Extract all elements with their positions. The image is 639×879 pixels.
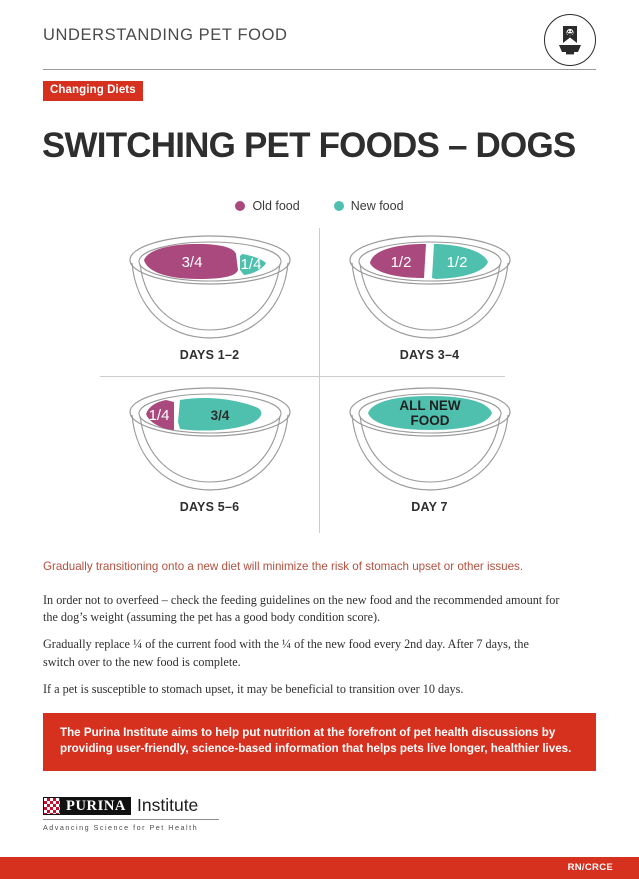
purina-checkerboard-icon: PURINA xyxy=(43,797,131,815)
body-paragraph-2: Gradually replace ¼ of the current food … xyxy=(43,637,529,669)
grid-divider-horizontal xyxy=(100,376,505,377)
bowl-new-food-label-days-5-6: 3/4 xyxy=(210,408,229,423)
status-badge: Changing Diets xyxy=(43,81,143,101)
bowl-caption-days-1-2: DAYS 1–2 xyxy=(179,348,240,362)
legend-dot-new-food xyxy=(333,201,344,211)
bowl-cell-days-3-4: 1/2 1/2 DAYS 3–4 xyxy=(320,228,539,376)
header-divider xyxy=(43,69,596,70)
legend-label-new-food: New food xyxy=(350,199,404,213)
page-title: SWITCHING PET FOODS – DOGS xyxy=(42,126,576,165)
bowl-old-food-label-days-5-6: 1/4 xyxy=(148,407,169,424)
bowl-caption-day-7: DAY 7 xyxy=(411,500,448,514)
chart-legend: Old food New food xyxy=(0,199,639,213)
bowl-new-food-label-days-3-4: 1/2 xyxy=(446,254,467,271)
bowl-cell-day-7: ALL NEW FOOD DAY 7 xyxy=(320,380,539,528)
bowl-new-food-label-day-7-line1: ALL NEW xyxy=(399,398,461,413)
purina-institute-logo: PURINA Institute Advancing Science for P… xyxy=(43,797,219,832)
logo-brand-text: PURINA xyxy=(61,797,131,815)
footer-code: RN/CRCE xyxy=(567,862,613,873)
logo-tagline: Advancing Science for Pet Health xyxy=(43,819,219,832)
bowl-new-food-label-days-1-2: 1/4 xyxy=(240,256,261,273)
bowl-grid: 3/4 1/4 DAYS 1–2 1/2 1/2 DAYS 3–4 xyxy=(100,228,540,533)
lead-paragraph: Gradually transitioning onto a new diet … xyxy=(43,560,524,573)
legend-item-new-food: New food xyxy=(333,199,404,213)
bowl-old-food-label-days-3-4: 1/2 xyxy=(390,254,411,271)
checkerboard-swatch xyxy=(43,797,61,815)
grid-divider-vertical xyxy=(319,228,320,533)
bowl-illustration-days-3-4: 1/2 1/2 xyxy=(348,235,511,339)
pet-food-bag-icon xyxy=(544,14,596,66)
page-header-title: UNDERSTANDING PET FOOD xyxy=(43,26,288,44)
bowl-old-food-label-days-1-2: 3/4 xyxy=(181,254,202,271)
legend-item-old-food: Old food xyxy=(235,199,300,213)
body-paragraph-1: In order not to overfeed – check the fee… xyxy=(43,592,560,624)
page-footer: RN/CRCE xyxy=(0,857,639,879)
body-paragraph-3: If a pet is susceptible to stomach upset… xyxy=(43,681,464,696)
bowl-illustration-days-5-6: 1/4 3/4 xyxy=(128,387,291,491)
legend-dot-old-food xyxy=(235,201,246,211)
bowl-cell-days-1-2: 3/4 1/4 DAYS 1–2 xyxy=(100,228,319,376)
logo-sub-text: Institute xyxy=(137,795,199,816)
body-copy: Gradually transitioning onto a new diet … xyxy=(43,559,562,698)
bowl-caption-days-3-4: DAYS 3–4 xyxy=(399,348,460,362)
bowl-cell-days-5-6: 1/4 3/4 DAYS 5–6 xyxy=(100,380,319,528)
page-header: UNDERSTANDING PET FOOD xyxy=(43,14,596,66)
bowl-illustration-day-7: ALL NEW FOOD xyxy=(348,387,511,491)
logo-row: PURINA Institute xyxy=(43,797,219,815)
legend-label-old-food: Old food xyxy=(252,199,300,213)
mission-callout: The Purina Institute aims to help put nu… xyxy=(43,713,596,771)
bowl-illustration-days-1-2: 3/4 1/4 xyxy=(128,235,291,339)
bowl-new-food-label-day-7-line2: FOOD xyxy=(410,413,449,428)
bowl-caption-days-5-6: DAYS 5–6 xyxy=(179,500,240,514)
